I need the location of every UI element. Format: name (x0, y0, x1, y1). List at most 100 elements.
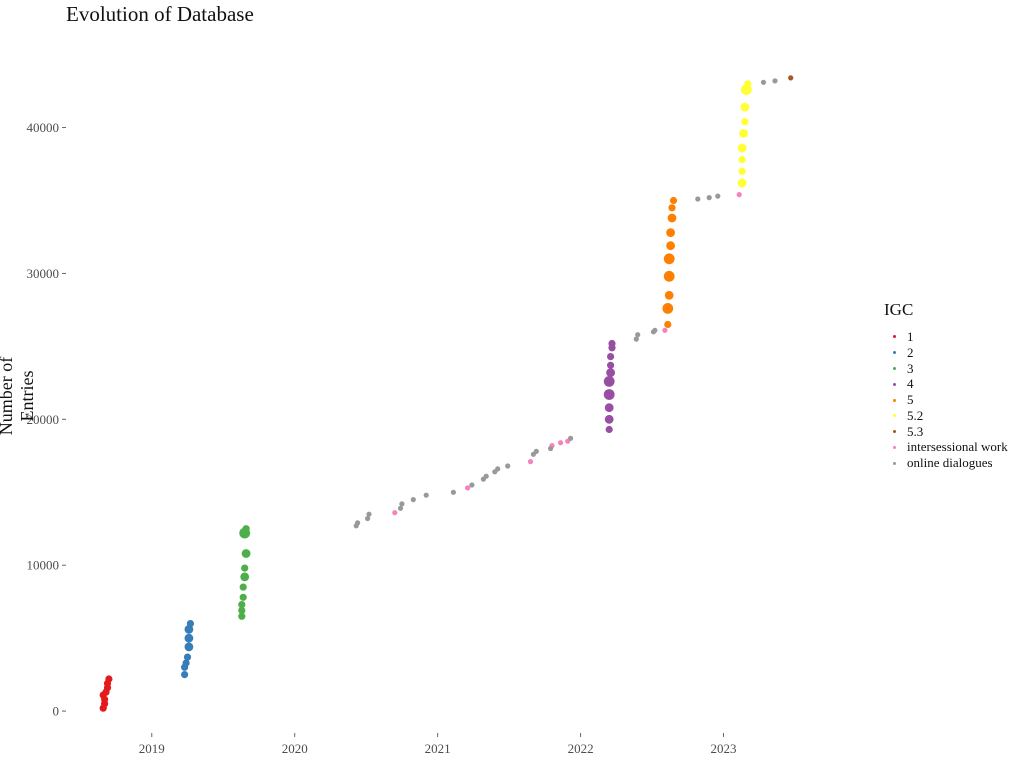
data-point (239, 593, 247, 601)
legend-item: intersessional work (884, 439, 1008, 456)
data-point (633, 336, 639, 342)
data-point (603, 376, 615, 387)
data-point (663, 253, 675, 265)
data-point (495, 466, 501, 472)
x-tick-label: 2021 (425, 741, 451, 756)
legend-item: 1 (884, 329, 1008, 345)
data-point (603, 389, 615, 400)
data-point (737, 143, 747, 153)
legend-item: 4 (884, 376, 1008, 392)
legend-key (893, 461, 896, 465)
data-point (558, 440, 564, 446)
legend-item: 5.2 (884, 408, 1008, 424)
data-point (186, 620, 194, 628)
data-point (669, 196, 678, 205)
data-point (184, 633, 194, 643)
data-point (238, 606, 246, 615)
data-point (366, 511, 372, 517)
data-point (182, 659, 190, 667)
series-5-3 (788, 75, 794, 81)
legend-label: 5.2 (907, 407, 924, 423)
data-point (505, 463, 511, 469)
data-point (706, 195, 712, 201)
data-point (607, 361, 615, 369)
data-point (242, 525, 250, 533)
x-axis: 2019 2020 2021 2022 2023 (139, 733, 737, 756)
data-point (183, 653, 192, 661)
data-point (181, 671, 189, 679)
x-tick-label: 2020 (282, 741, 308, 756)
data-point (666, 241, 675, 251)
data-point (105, 675, 113, 683)
data-point (667, 213, 677, 223)
data-point (423, 492, 429, 498)
x-tick-label: 2019 (139, 741, 165, 756)
y-tick-label: 20000 (27, 412, 60, 427)
series-5-2 (737, 80, 752, 188)
data-point (604, 403, 614, 413)
data-point (410, 497, 416, 503)
y-axis: 0 10000 20000 30000 40000 (27, 120, 66, 719)
data-point (772, 78, 778, 84)
data-point (469, 482, 475, 488)
legend-label: 2 (907, 344, 914, 360)
x-tick-label: 2023 (711, 741, 737, 756)
legend-key (893, 366, 896, 370)
legend-key (893, 398, 896, 402)
data-point (533, 448, 539, 454)
data-point (606, 368, 615, 377)
y-axis-label: Number of Entries (0, 356, 37, 436)
y-tick-label: 40000 (27, 120, 60, 135)
data-point (450, 489, 456, 495)
legend-label: online dialogues (907, 455, 993, 471)
legend-items: 1 2 3 4 5 5.2 5.3 intersessional work online dia… (884, 329, 1008, 471)
data-point (355, 520, 361, 526)
legend-title: IGC (884, 300, 914, 319)
data-point (744, 80, 752, 88)
data-point (184, 642, 194, 652)
data-point (662, 303, 674, 314)
legend-item: 2 (884, 345, 1008, 361)
data-point (668, 204, 676, 212)
data-point (737, 178, 747, 188)
series-3 (238, 525, 251, 620)
data-point (605, 425, 613, 434)
data-point (241, 549, 251, 558)
data-point (740, 102, 750, 112)
data-point (760, 79, 767, 85)
data-point (664, 290, 674, 300)
legend-item: online dialogues (884, 455, 1008, 471)
data-point (662, 327, 668, 333)
legend-key (893, 414, 896, 418)
data-point (739, 129, 748, 138)
data-point (652, 327, 658, 333)
data-point (240, 572, 250, 582)
series-online-dialogues (353, 78, 778, 529)
data-point (483, 473, 489, 479)
y-tick-label: 10000 (27, 558, 60, 573)
legend-item: 5 (884, 392, 1008, 408)
series-4 (603, 339, 616, 434)
data-point (607, 353, 615, 361)
data-point (741, 118, 749, 126)
legend-key (893, 430, 896, 434)
data-point (663, 270, 675, 282)
series-1 (99, 675, 113, 712)
data-point (604, 414, 614, 424)
legend-label: intersessional work (907, 439, 1008, 455)
legend: IGC 1 2 3 4 5 5.2 5.3 intersessional work online… (884, 300, 1008, 471)
data-point (365, 515, 371, 522)
legend-key (893, 351, 896, 355)
data-point (184, 625, 194, 634)
data-point (788, 75, 794, 81)
legend-key (893, 382, 896, 386)
series-5 (662, 196, 678, 329)
data-point (664, 320, 672, 329)
y-tick-label: 0 (53, 704, 60, 719)
data-points (99, 75, 794, 712)
data-point (238, 612, 246, 620)
data-point (695, 196, 701, 202)
data-point (635, 332, 641, 338)
data-point (738, 167, 746, 175)
